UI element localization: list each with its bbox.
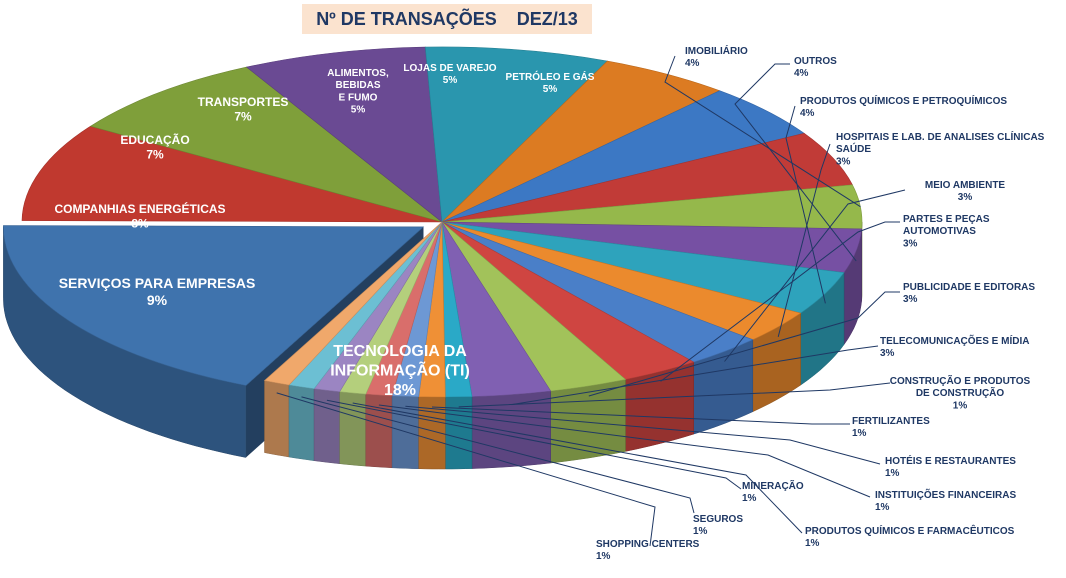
leader-line-mineracao — [326, 399, 742, 490]
label-construcao-e-produtos-de-construcao: CONSTRUÇÃO E PRODUTOS DE CONSTRUÇÃO 1% — [890, 374, 1031, 411]
label-telecomunicacoes-e-midia: TELECOMUNICAÇÕES E MÍDIA 3% — [880, 334, 1029, 359]
leader-line-hoteis-e-restaurantes — [405, 405, 881, 465]
label-outros: OUTROS 4% — [794, 56, 837, 79]
slice-educacao — [245, 46, 443, 223]
slice-side-shopping-centers — [264, 380, 290, 458]
label-educacao: EDUCAÇÃO 7% — [120, 132, 189, 162]
label-produtos-quimicos-e-farmaceuticos: PRODUTOS QUÍMICOS E FARMACÊUTICOS 1% — [805, 524, 1015, 549]
leader-line-publicidade-e-editoras — [588, 291, 900, 397]
label-fertilizantes: FERTILIZANTES 1% — [852, 416, 930, 439]
label-lojas-de-varejo: LOJAS DE VAREJO 5% — [403, 63, 496, 86]
label-partes-e-pecas-automotivas: PARTES E PEÇAS AUTOMOTIVAS 3% — [903, 214, 990, 249]
label-hoteis-e-restaurantes: HOTÉIS E RESTAURANTES 1% — [885, 454, 1016, 479]
label-publicidade-e-editoras: PUBLICIDADE E EDITORAS 3% — [903, 282, 1035, 305]
label-servicos-para-empresas: SERVIÇOS PARA EMPRESAS 9% — [59, 275, 256, 308]
slice-transportes — [424, 46, 608, 223]
leader-line-instituicoes-financeiras — [378, 404, 871, 498]
leader-line-produtos-quimicos-e-farmaceuticos — [352, 402, 803, 534]
chart-title-box: Nº DE TRANSAÇÕES DEZ/13 — [302, 4, 592, 34]
label-alimentos-bebidas-e-fumo: ALIMENTOS, BEBIDAS E FUMO 5% — [327, 68, 389, 116]
slice-side-telecomunicacoes-e-midia — [471, 390, 551, 469]
label-petroleo-e-gas: PETRÓLEO E GÁS 5% — [506, 70, 595, 95]
leader-line-partes-e-pecas-automotivas — [660, 221, 900, 382]
leader-line-outros — [734, 63, 857, 262]
slice-side-seguros — [288, 384, 315, 461]
label-tecnologia-da-informacao-ti: TECNOLOGIA DA INFORMAÇÃO (TI) 18% — [330, 343, 470, 399]
leader-line-imobiliario — [664, 55, 861, 208]
leader-line-produtos-quimicos-e-petroquimicos — [785, 105, 826, 304]
label-imobiliario: IMOBILIÁRIO 4% — [685, 44, 748, 69]
label-hospitais-e-lab-de-analises-clinicas-saude: HOSPITAIS E LAB. DE ANALISES CLÍNICAS SAÚ… — [836, 130, 1045, 167]
label-produtos-quimicos-e-petroquimicos: PRODUTOS QUÍMICOS E PETROQUÍMICOS 4% — [800, 94, 1007, 119]
leader-line-fertilizantes — [431, 406, 850, 425]
slice-servicos-para-empresas — [21, 125, 443, 223]
label-transportes: TRANSPORTES 7% — [198, 95, 289, 124]
slice-tecnologia-da-informacao-ti — [3, 225, 425, 386]
slice-shopping-centers — [263, 221, 443, 386]
label-shopping-centers: SHOPPING CENTERS 1% — [596, 539, 700, 562]
leader-line-meio-ambiente — [724, 189, 906, 362]
label-meio-ambiente: MEIO AMBIENTE 3% — [925, 180, 1006, 203]
leader-line-construcao-e-produtos-de-construcao — [458, 382, 891, 408]
label-seguros: SEGUROS 1% — [693, 514, 743, 537]
leader-line-seguros — [301, 396, 695, 514]
slice-side-mineracao — [313, 388, 340, 464]
label-companhias-energeticas: COMPANHIAS ENERGÉTICAS 8% — [54, 201, 225, 231]
leader-line-shopping-centers — [276, 392, 656, 547]
leader-line-telecomunicacoes-e-midia — [511, 345, 879, 406]
slice-companhias-energeticas — [89, 66, 443, 223]
chart-title: Nº DE TRANSAÇÕES DEZ/13 — [316, 8, 578, 29]
label-instituicoes-financeiras: INSTITUIÇÕES FINANCEIRAS 1% — [875, 488, 1016, 513]
label-mineracao: MINERAÇÃO 1% — [742, 479, 804, 504]
